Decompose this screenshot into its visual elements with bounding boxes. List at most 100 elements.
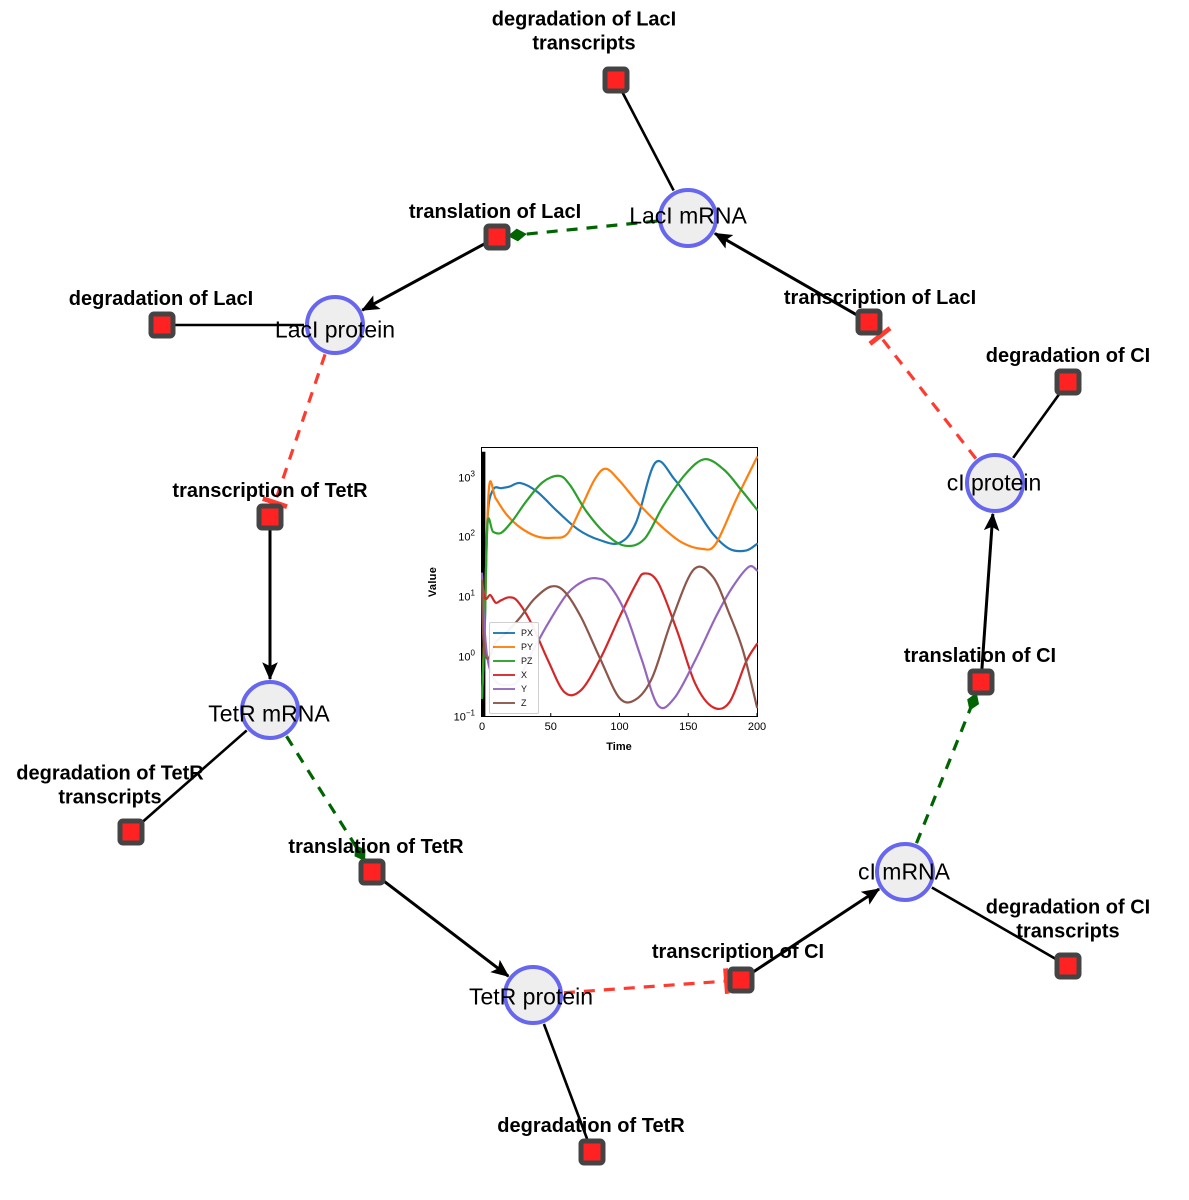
chart-y-tick: 100 (458, 648, 475, 664)
reaction-node-deg_laci_transcripts[interactable] (602, 66, 630, 94)
legend-item-Z: Z (493, 696, 533, 710)
edge-group (142, 91, 1061, 1141)
reaction-label-line: translation of LacI (408, 201, 582, 224)
reaction-node-deg_laci[interactable] (148, 311, 176, 339)
edge-plain (142, 729, 248, 823)
reaction-label-line: degradation of LacI (68, 288, 254, 311)
species-node-laci_protein[interactable] (305, 295, 365, 355)
species-node-tetr_mrna[interactable] (240, 680, 300, 740)
species-node-laci_mrna[interactable] (658, 188, 718, 248)
reaction-label-translation_ci: translation of CI (904, 645, 1056, 669)
species-label-tetr_protein: TetR protein (468, 983, 594, 1010)
node-group (117, 66, 1082, 1166)
chart-x-tick: 50 (544, 721, 557, 733)
chart-x-tick: 0 (478, 721, 486, 733)
reaction-label-translation_laci: translation of LacI (409, 201, 581, 225)
reaction-label-line: degradation of TetR (497, 1115, 685, 1138)
legend-swatch-icon (493, 632, 515, 634)
chart-series-PY (481, 456, 758, 700)
reaction-label-transcription_tetr: transcription of TetR (172, 480, 367, 504)
chart-y-tick: 10−1 (453, 708, 475, 724)
species-label-tetr_mrna: TetR mRNA (208, 700, 330, 727)
species-node-tetr_protein[interactable] (503, 965, 563, 1025)
reaction-label-deg_ci: degradation of CI (986, 345, 1150, 369)
chart-x-axis-label: Time (606, 741, 632, 753)
reaction-node-transcription_laci[interactable] (855, 308, 883, 336)
species-node-ci_protein[interactable] (965, 453, 1025, 513)
reaction-node-transcription_ci[interactable] (727, 966, 755, 994)
legend-item-PX: PX (493, 626, 533, 640)
legend-item-PY: PY (493, 640, 533, 654)
reaction-label-line: degradation of TetR (16, 762, 204, 785)
legend-item-X: X (493, 668, 533, 682)
chart-series-X (481, 572, 758, 711)
legend-label: X (521, 670, 528, 680)
reaction-label-deg_tetr: degradation of TetR (497, 1115, 684, 1139)
chart-series-PZ (481, 458, 758, 700)
reaction-label-transcription_laci: transcription of LacI (784, 287, 976, 311)
reaction-label-deg_ci_transcripts: degradation of CI transcripts (986, 896, 1150, 943)
reaction-label-line: translation of CI (903, 645, 1057, 668)
reaction-label-deg_tetr_transcripts: degradation of TetR transcripts (16, 762, 203, 809)
reaction-node-translation_tetr[interactable] (358, 858, 386, 886)
reaction-label-line: transcripts (532, 32, 636, 54)
edge-arrow (713, 232, 858, 317)
species-label-laci_protein: LacI protein (274, 316, 396, 343)
reaction-node-deg_tetr_transcripts[interactable] (117, 818, 145, 846)
reaction-label-line: transcripts (1016, 920, 1120, 942)
legend-swatch-icon (493, 660, 515, 662)
edge-arrow (752, 887, 881, 974)
chart-y-tick: 101 (458, 588, 475, 604)
legend-label: Y (521, 684, 528, 694)
chart-legend: PX PY PZ X Y Z (489, 622, 540, 714)
edge-arrow (361, 242, 486, 312)
edge-modifier (507, 219, 658, 242)
chart-y-axis-label: Value (427, 566, 439, 598)
chart-x-tick: 100 (610, 721, 629, 733)
reaction-node-translation_laci[interactable] (483, 223, 511, 251)
edge-arrow (383, 879, 510, 978)
reaction-label-line: transcription of TetR (172, 480, 368, 503)
legend-label: PX (521, 628, 534, 638)
chart-y-tick: 102 (458, 529, 475, 544)
edge-inhibition (261, 353, 327, 509)
chart-x-tick: 150 (679, 721, 698, 733)
reaction-node-deg_ci_transcripts[interactable] (1054, 952, 1082, 980)
species-label-ci_mrna: cI mRNA (858, 858, 950, 885)
legend-label: Z (521, 698, 527, 708)
reaction-label-line: transcription of CI (651, 941, 825, 964)
edge-modifier (915, 692, 980, 844)
legend-item-PZ: PZ (493, 654, 533, 668)
reaction-label-line: degradation of CI (985, 345, 1151, 368)
legend-swatch-icon (493, 674, 515, 676)
species-label-ci_protein: cI protein (946, 469, 1042, 496)
legend-label: PY (521, 642, 534, 652)
species-node-ci_mrna[interactable] (875, 842, 935, 902)
reaction-label-translation_tetr: translation of TetR (288, 836, 463, 860)
edge-inhibition (868, 326, 978, 460)
reaction-label-deg_laci: degradation of LacI (69, 288, 253, 312)
edge-modifier (285, 735, 366, 862)
legend-swatch-icon (493, 646, 515, 648)
edge-plain (542, 1023, 589, 1141)
legend-item-Y: Y (493, 682, 533, 696)
reaction-node-deg_ci[interactable] (1054, 368, 1082, 396)
species-label-laci_mrna: LacI mRNA (629, 202, 747, 229)
edge-plain (931, 886, 1057, 961)
edge-plain (621, 91, 675, 192)
reaction-label-line: degradation of CI (985, 896, 1151, 919)
chart-y-tick: 103 (458, 469, 475, 484)
legend-label: PZ (521, 656, 533, 666)
reaction-label-line: degradation of LacI (491, 8, 677, 31)
reaction-node-transcription_tetr[interactable] (256, 503, 284, 531)
edge-plain (1012, 393, 1061, 459)
chart-x-tick: 200 (747, 721, 767, 733)
reaction-label-transcription_ci: transcription of CI (652, 941, 824, 965)
reaction-node-translation_ci[interactable] (967, 668, 995, 696)
edge-arrow (980, 512, 1000, 671)
legend-swatch-icon (493, 688, 515, 690)
reaction-node-deg_tetr[interactable] (578, 1138, 606, 1166)
inset-timeseries-chart: Value Time 10−1 100 101 102 103 0 50 100 150 200… (427, 447, 766, 753)
legend-swatch-icon (493, 702, 515, 704)
